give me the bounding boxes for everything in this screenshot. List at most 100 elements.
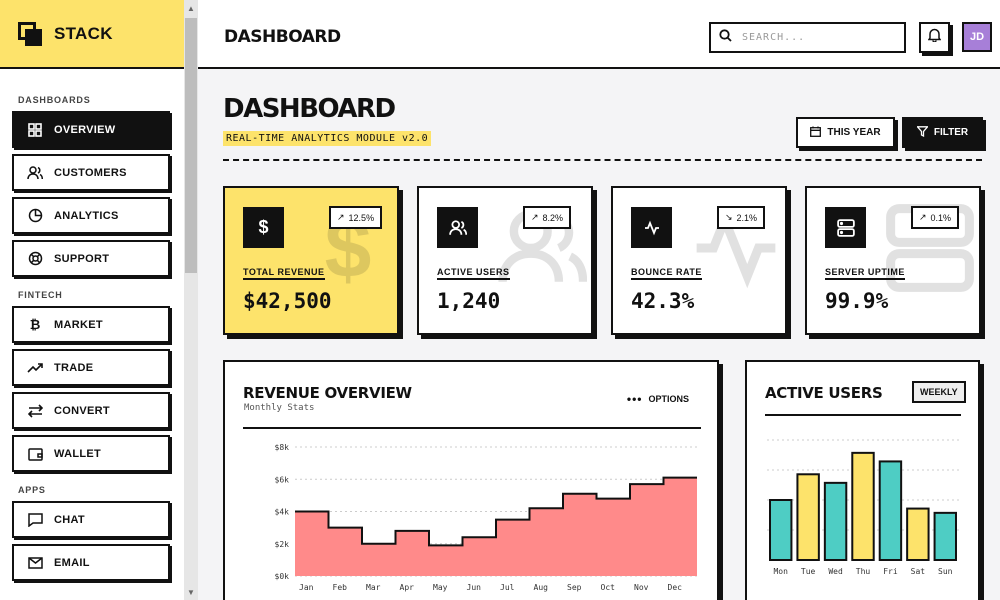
panel-divider [765,414,961,416]
app-name: STACK [54,23,113,43]
sidebar-item-market[interactable]: ₿ MARKET [12,306,170,343]
sidebar-item-label: MARKET [54,318,103,331]
x-tick-label: Tue [801,567,816,576]
activity-icon [631,207,672,248]
sidebar-scrollbar[interactable]: ▲ ▼ [184,0,198,600]
page-title: DASHBOARD [223,94,396,124]
users-icon [26,164,44,182]
stat-value: 1,240 [437,289,501,313]
section-label-dashboards: DASHBOARDS [18,95,91,105]
activity-watermark-icon [691,203,781,293]
notifications-button[interactable] [919,22,950,53]
section-label-fintech: FINTECH [18,290,63,300]
x-tick-label: Dec [668,583,683,592]
divider [223,159,982,161]
arrow-down-right-icon: ↘ [725,212,733,222]
panel-title: REVENUE OVERVIEW [243,384,412,402]
more-horizontal-icon: ••• [626,392,643,406]
scroll-thumb[interactable] [185,18,197,273]
sidebar-item-analytics[interactable]: ANALYTICS [12,197,170,234]
dollar-icon: $ [243,207,284,248]
sidebar-item-email[interactable]: EMAIL [12,544,170,581]
y-tick-label: $2k [275,540,290,549]
sidebar-item-trade[interactable]: TRADE [12,349,170,386]
x-tick-label: Fri [883,567,898,576]
sidebar-item-support[interactable]: SUPPORT [12,240,170,277]
stat-label: ACTIVE USERS [437,267,510,280]
x-tick-label: Sat [911,567,926,576]
revenue-chart: $0k $2k $4k $6k $8k Jan Feb Mar Apr May Jun Jul Aug S… [275,443,697,592]
x-tick-label: Mar [366,583,381,592]
bar[interactable] [933,511,957,561]
mail-icon [26,554,44,572]
stat-value: $42,500 [243,289,332,313]
stat-label: SERVER UPTIME [825,267,905,280]
stack-logo-icon [18,21,42,46]
grid-icon [26,121,44,139]
this-year-label: THIS YEAR [827,127,881,138]
change-badge: ↗ 0.1% [911,206,960,229]
sidebar-item-label: SUPPORT [54,252,110,265]
stat-card-bounce[interactable]: ↘ 2.1% BOUNCE RATE 42.3% [611,186,787,335]
change-value: 0.1% [930,212,952,223]
bar[interactable] [906,507,930,561]
stat-value: 99.9% [825,289,889,313]
sidebar-item-chat[interactable]: CHAT [12,501,170,538]
lifebuoy-icon [26,250,44,268]
x-tick-label: Nov [634,583,649,592]
sidebar-item-label: EMAIL [54,556,90,569]
stat-card-users[interactable]: ↗ 8.2% ACTIVE USERS 1,240 [417,186,593,335]
panel-divider [243,427,701,429]
x-tick-label: Oct [601,583,616,592]
x-tick-label: Jul [500,583,515,592]
bar[interactable] [823,481,848,562]
pie-chart-icon [26,207,44,225]
logo[interactable]: STACK [0,0,184,69]
bar[interactable] [769,499,793,561]
sidebar-item-label: CUSTOMERS [54,166,127,179]
sidebar-item-overview[interactable]: OVERVIEW [12,111,170,148]
section-label-apps: APPS [18,485,46,495]
sidebar-nav: DASHBOARDS OVERVIEW CUSTOMERS ANALYTICS … [12,69,174,587]
this-year-button[interactable]: THIS YEAR [796,117,895,148]
arrow-up-right-icon: ↗ [531,212,539,222]
filter-icon [915,125,929,140]
weekly-toggle[interactable]: WEEKLY [912,381,966,403]
change-badge: ↗ 8.2% [523,206,572,229]
panel-subtitle: Monthly Stats [244,403,315,413]
search-icon [719,28,732,47]
sidebar-item-customers[interactable]: CUSTOMERS [12,154,170,191]
stat-card-uptime[interactable]: ↗ 0.1% SERVER UPTIME 99.9% [805,186,981,335]
x-tick-label: Sun [938,567,953,576]
options-button[interactable]: ••• OPTIONS [627,392,689,406]
x-tick-label: May [433,583,448,592]
x-tick-label: Thu [856,567,871,576]
bar[interactable] [878,460,903,561]
scroll-up-arrow-icon[interactable]: ▲ [187,4,195,13]
arrow-up-right-icon: ↗ [919,212,927,222]
panel-title: ACTIVE USERS [765,384,883,402]
x-tick-label: Mon [773,567,788,576]
y-tick-label: $4k [275,508,290,517]
sidebar-item-label: CONVERT [54,404,110,417]
scroll-down-arrow-icon[interactable]: ▼ [187,588,195,597]
sidebar-item-label: CHAT [54,513,85,526]
sidebar-item-wallet[interactable]: WALLET [12,435,170,472]
sidebar-item-convert[interactable]: CONVERT [12,392,170,429]
users-icon [437,207,478,248]
bar[interactable] [796,473,820,561]
filter-button[interactable]: FILTER [902,117,983,148]
x-tick-label: Feb [333,583,348,592]
server-icon [825,207,866,248]
bar[interactable] [851,451,875,562]
sidebar-item-label: TRADE [54,361,94,374]
change-value: 8.2% [542,212,564,223]
stat-card-revenue[interactable]: $ $ ↗ 12.5% TOTAL REVENUE $42,500 [223,186,399,335]
user-avatar[interactable]: JD [962,22,992,52]
stat-value: 42.3% [631,289,695,313]
search-input[interactable]: SEARCH... [709,22,906,53]
options-label: OPTIONS [648,394,689,404]
swap-icon [26,402,44,420]
arrow-up-right-icon: ↗ [337,212,345,222]
change-value: 12.5% [348,212,375,223]
